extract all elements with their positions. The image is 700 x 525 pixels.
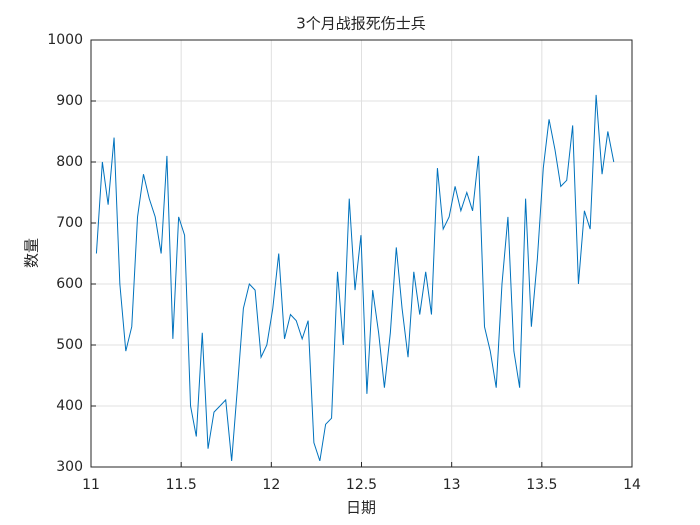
- x-tick-label: 13: [443, 477, 461, 493]
- x-tick-label: 12: [262, 477, 280, 493]
- x-tick-label: 14: [623, 477, 641, 493]
- x-tick-label: 13.5: [526, 477, 557, 493]
- y-tick-label: 700: [56, 215, 83, 231]
- chart-title: 3个月战报死伤士兵: [296, 15, 426, 33]
- y-axis-label: 数量: [23, 238, 41, 268]
- y-tick-label: 300: [56, 459, 83, 475]
- y-tick-label: 1000: [47, 32, 83, 48]
- axes-box: [90, 39, 633, 468]
- y-tick-label: 900: [56, 93, 83, 109]
- x-tick-label: 11: [82, 477, 100, 493]
- y-tick-label: 400: [56, 398, 83, 414]
- y-tick-label: 800: [56, 154, 83, 170]
- data-line: [95, 94, 615, 462]
- x-tick-label: 11.5: [166, 477, 197, 493]
- y-tick-label: 500: [56, 337, 83, 353]
- x-tick-label: 12.5: [346, 477, 377, 493]
- y-tick-label: 600: [56, 276, 83, 292]
- x-axis-label: 日期: [346, 499, 376, 517]
